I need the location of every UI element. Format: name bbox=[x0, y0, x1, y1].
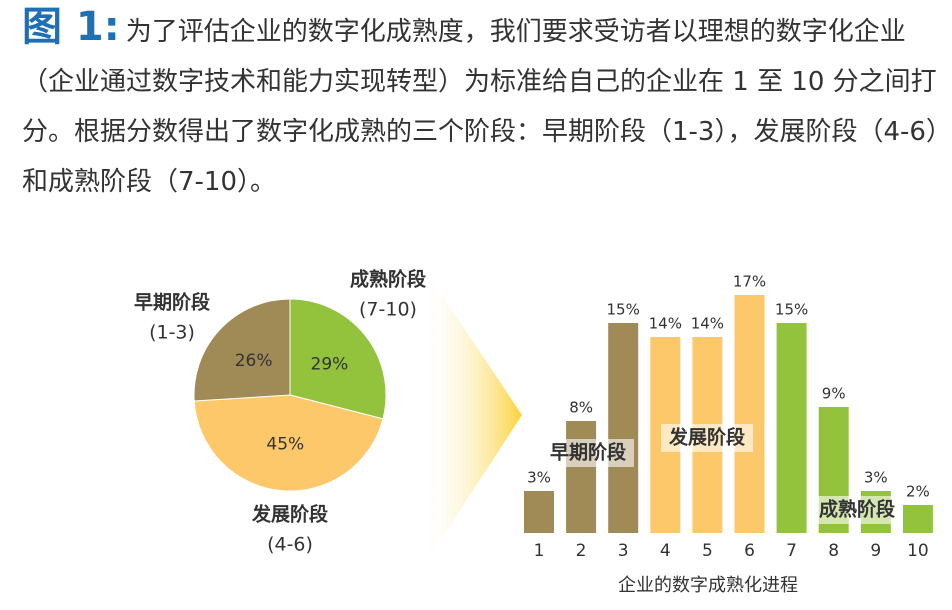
bar bbox=[566, 421, 597, 533]
slice-label: 45% bbox=[266, 435, 304, 455]
stage-annotation: 发展阶段 bbox=[668, 426, 746, 449]
annotation-bg bbox=[542, 439, 634, 467]
value-label: 2% bbox=[906, 483, 930, 501]
bar bbox=[902, 505, 933, 533]
range-label: (4-6) bbox=[267, 534, 313, 556]
figure-label: 图 1: bbox=[22, 4, 120, 50]
x-tick-label: 1 bbox=[534, 541, 545, 561]
caption-text: 为了评估企业的数字化成熟度，我们要求受访者以理想的数字化企业（企业通过数字技术和… bbox=[22, 17, 939, 197]
range-label: (7-10) bbox=[359, 299, 417, 321]
x-tick-label: 3 bbox=[618, 541, 629, 561]
pie-slice bbox=[289, 298, 387, 420]
value-label: 8% bbox=[569, 399, 593, 417]
value-label: 14% bbox=[691, 315, 724, 333]
caption: 图 1: 为了评估企业的数字化成熟度，我们要求受访者以理想的数字化企业（企业通过数… bbox=[22, 2, 947, 207]
bar bbox=[608, 323, 639, 533]
x-tick-label: 8 bbox=[828, 541, 839, 561]
x-tick-label: 9 bbox=[870, 541, 881, 561]
category-label: 成熟阶段 bbox=[350, 268, 427, 291]
x-axis-label: 企业的数字成熟化进程 bbox=[618, 575, 798, 596]
bar bbox=[524, 491, 554, 533]
bar bbox=[734, 295, 765, 533]
value-label: 3% bbox=[527, 469, 551, 487]
value-label: 9% bbox=[822, 385, 846, 403]
range-label: (1-3) bbox=[149, 322, 195, 344]
x-tick-label: 5 bbox=[702, 541, 713, 561]
x-tick-label: 7 bbox=[786, 541, 797, 561]
value-label: 15% bbox=[775, 301, 808, 319]
value-label: 3% bbox=[864, 469, 888, 487]
x-tick-label: 2 bbox=[576, 541, 587, 561]
annotation-bg bbox=[661, 424, 753, 452]
x-tick-label: 4 bbox=[660, 541, 671, 561]
value-label: 17% bbox=[733, 273, 766, 291]
x-tick-label: 10 bbox=[907, 541, 929, 561]
value-label: 15% bbox=[607, 301, 640, 319]
stage-annotation: 成熟阶段 bbox=[819, 498, 896, 521]
stage-annotation: 早期阶段 bbox=[550, 441, 627, 464]
slice-label: 26% bbox=[235, 351, 273, 371]
value-label: 14% bbox=[649, 315, 682, 333]
annotation-bg bbox=[811, 496, 903, 524]
arrow-shape bbox=[420, 262, 522, 572]
pie-slice bbox=[193, 394, 384, 492]
category-label: 早期阶段 bbox=[134, 291, 211, 314]
bar bbox=[776, 323, 807, 533]
category-label: 发展阶段 bbox=[251, 503, 329, 526]
pie-slice bbox=[193, 298, 291, 402]
slice-label: 29% bbox=[311, 354, 349, 374]
x-tick-label: 6 bbox=[744, 541, 755, 561]
